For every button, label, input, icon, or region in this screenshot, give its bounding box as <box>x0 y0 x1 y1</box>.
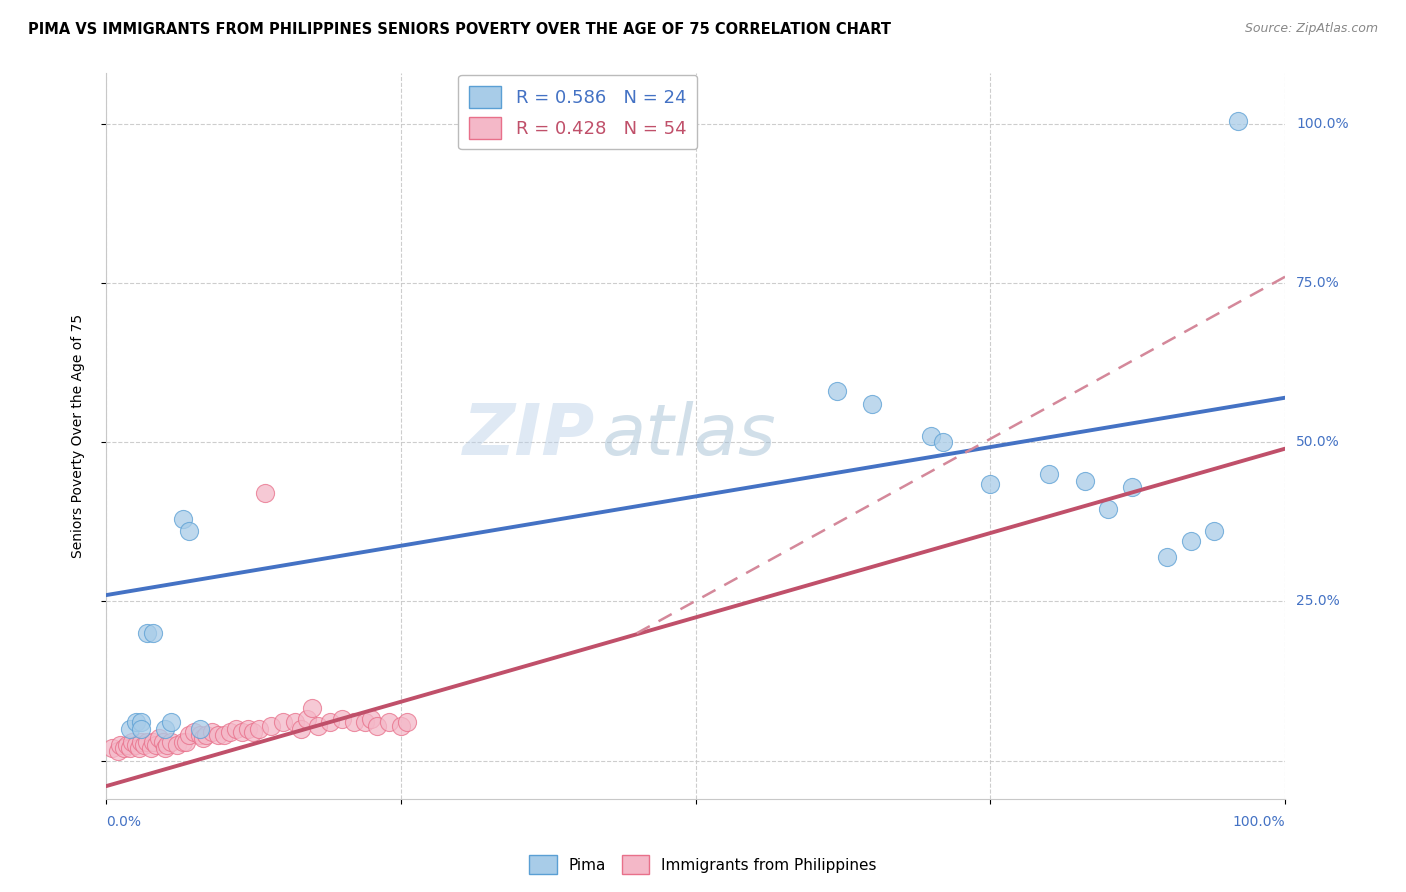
Legend: Pima, Immigrants from Philippines: Pima, Immigrants from Philippines <box>523 849 883 880</box>
Point <box>260 719 283 733</box>
Text: Source: ZipAtlas.com: Source: ZipAtlas.com <box>1244 22 1378 36</box>
Point <box>132 738 155 752</box>
Point <box>284 715 307 730</box>
Point <box>920 429 942 443</box>
Point <box>1038 467 1060 482</box>
Point <box>174 734 197 748</box>
Point <box>231 725 253 739</box>
Point <box>212 728 235 742</box>
Text: atlas: atlas <box>602 401 776 470</box>
Point <box>1226 113 1249 128</box>
Point <box>142 734 165 748</box>
Point <box>139 740 162 755</box>
Point <box>354 715 377 730</box>
Point <box>177 728 200 742</box>
Point <box>121 734 143 748</box>
Point <box>131 734 153 748</box>
Point <box>301 701 323 715</box>
Point <box>201 725 224 739</box>
Point <box>330 712 353 726</box>
Text: 50.0%: 50.0% <box>1296 435 1340 450</box>
Point <box>862 397 884 411</box>
Point <box>207 728 229 742</box>
Point <box>148 731 170 746</box>
Point <box>160 734 183 748</box>
Point <box>145 738 167 752</box>
Text: PIMA VS IMMIGRANTS FROM PHILIPPINES SENIORS POVERTY OVER THE AGE OF 75 CORRELATI: PIMA VS IMMIGRANTS FROM PHILIPPINES SENI… <box>28 22 891 37</box>
Point <box>128 740 150 755</box>
Point <box>101 740 124 755</box>
Text: 0.0%: 0.0% <box>105 814 141 829</box>
Point <box>191 731 214 746</box>
Point <box>183 725 205 739</box>
Point <box>153 740 176 755</box>
Point <box>825 384 848 399</box>
Text: 100.0%: 100.0% <box>1296 117 1348 131</box>
Point <box>156 738 179 752</box>
Point <box>307 719 329 733</box>
Point <box>136 626 159 640</box>
Point <box>378 715 401 730</box>
Point <box>166 738 188 752</box>
Legend: R = 0.586   N = 24, R = 0.428   N = 54: R = 0.586 N = 24, R = 0.428 N = 54 <box>458 75 697 150</box>
Point <box>295 712 318 726</box>
Text: ZIP: ZIP <box>463 401 595 470</box>
Point <box>366 719 388 733</box>
Point <box>190 722 212 736</box>
Point <box>131 722 153 736</box>
Point <box>131 715 153 730</box>
Text: 25.0%: 25.0% <box>1296 594 1340 608</box>
Point <box>110 738 132 752</box>
Point <box>160 715 183 730</box>
Point <box>271 715 294 730</box>
Point <box>112 740 135 755</box>
Point <box>124 715 146 730</box>
Point <box>242 725 264 739</box>
Point <box>1097 502 1119 516</box>
Point <box>1156 549 1178 564</box>
Point <box>360 712 382 726</box>
Point <box>225 722 247 736</box>
Point <box>107 744 129 758</box>
Point <box>218 725 240 739</box>
Point <box>343 715 366 730</box>
Point <box>195 728 218 742</box>
Point <box>1180 533 1202 548</box>
Point <box>319 715 342 730</box>
Text: 75.0%: 75.0% <box>1296 277 1340 290</box>
Point <box>190 728 212 742</box>
Point <box>124 738 146 752</box>
Point <box>932 435 955 450</box>
Point <box>118 722 141 736</box>
Point <box>153 722 176 736</box>
Point <box>118 740 141 755</box>
Point <box>117 738 139 752</box>
Point <box>1204 524 1226 539</box>
Point <box>1073 474 1095 488</box>
Point <box>290 722 312 736</box>
Point <box>395 715 418 730</box>
Point <box>177 524 200 539</box>
Text: 100.0%: 100.0% <box>1233 814 1285 829</box>
Point <box>172 512 194 526</box>
Point <box>979 476 1001 491</box>
Point <box>136 734 159 748</box>
Y-axis label: Seniors Poverty Over the Age of 75: Seniors Poverty Over the Age of 75 <box>72 314 86 558</box>
Point <box>152 734 174 748</box>
Point <box>142 626 165 640</box>
Point <box>254 486 277 500</box>
Point <box>389 719 412 733</box>
Point <box>236 722 259 736</box>
Point <box>247 722 270 736</box>
Point <box>172 734 194 748</box>
Point <box>1121 480 1143 494</box>
